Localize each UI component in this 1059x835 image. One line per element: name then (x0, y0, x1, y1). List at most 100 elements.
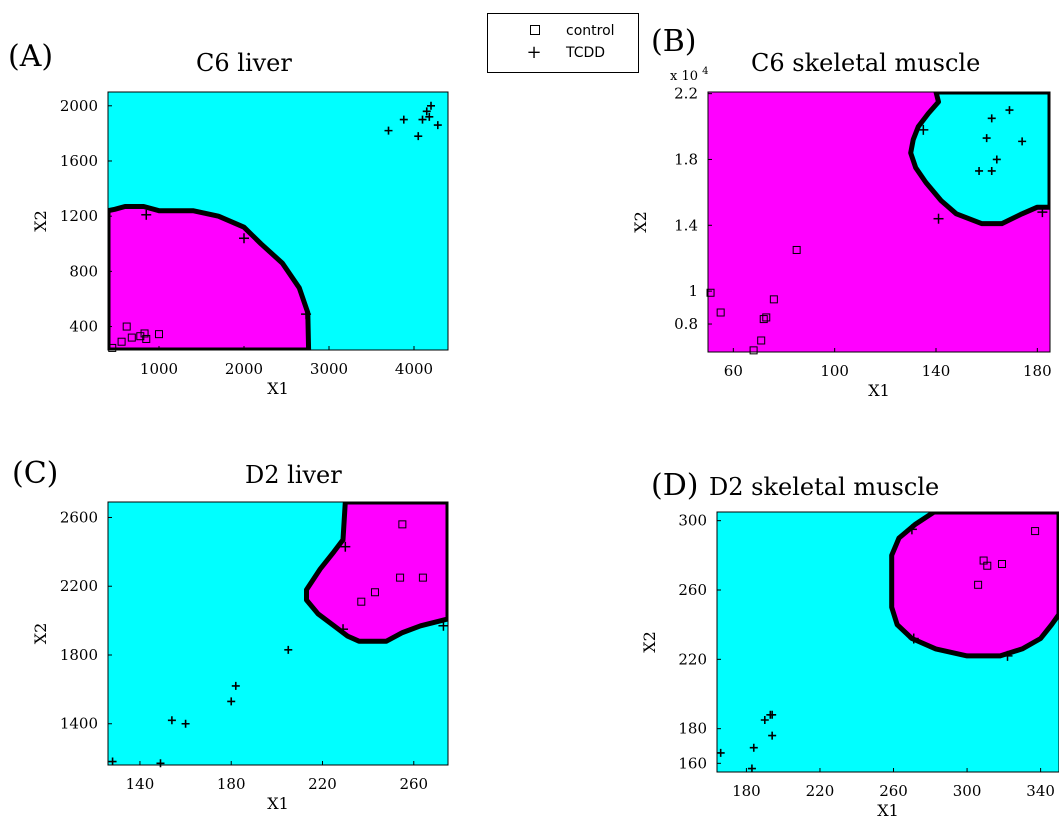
control-point (108, 343, 117, 352)
tcdd-point (418, 115, 427, 124)
x-tick-label: 2000 (225, 360, 263, 378)
control-point (127, 333, 136, 342)
decision-region (908, 92, 1050, 227)
legend-entry-control: control (488, 20, 638, 42)
control-point (1031, 527, 1040, 536)
x-tick-label: 60 (724, 362, 743, 380)
x-axis-label: X1 (868, 381, 890, 400)
y-tick-label: 2600 (60, 508, 98, 526)
tcdd-point (414, 132, 423, 141)
x-tick-label: 100 (820, 362, 849, 380)
tcdd-point (227, 697, 236, 706)
tcdd-point (716, 748, 725, 757)
chart-panel-2: 140 180 220 260 1400 1800 2200 2600 X1 X2 (C) D2 li… (12, 456, 449, 813)
y-tick-label: 220 (678, 650, 707, 668)
tcdd-point (108, 757, 117, 766)
tcdd-point (156, 759, 165, 768)
tcdd-point (433, 121, 442, 130)
tcdd-point (1005, 106, 1014, 115)
x-tick-label: 340 (1026, 782, 1055, 800)
tcdd-point (768, 731, 777, 740)
panel-label: (B) (651, 24, 696, 59)
x-tick-label: 180 (732, 782, 761, 800)
control-point (140, 329, 149, 338)
tcdd-point (231, 681, 240, 690)
x-tick-label: 260 (879, 782, 908, 800)
control-point (706, 288, 715, 297)
decision-region (304, 502, 448, 644)
square-marker-icon (530, 25, 540, 35)
tcdd-point (982, 134, 991, 143)
y-tick-label: 400 (69, 318, 98, 336)
x-axis-label: X1 (267, 379, 289, 398)
y-axis-label: X2 (631, 211, 650, 233)
control-point (136, 332, 145, 341)
tcdd-point (760, 716, 769, 724)
y-tick-label: 1.8 (674, 150, 698, 168)
x-tick-label: 140 (922, 362, 951, 380)
plot-frame (107, 501, 449, 766)
tcdd-point (975, 166, 984, 175)
legend-label-tcdd: TCDD (566, 45, 606, 61)
control-point (155, 330, 163, 339)
tcdd-point (749, 743, 758, 752)
plot-frame (707, 91, 1051, 353)
y-tick-label: 800 (69, 262, 98, 280)
y-exponent-label: x 10 4 (670, 66, 709, 84)
tcdd-point (181, 719, 190, 728)
plot-frame (716, 511, 1059, 773)
x-axis-label: X1 (877, 801, 899, 820)
control-point (117, 337, 126, 346)
y-tick-label: 1800 (60, 646, 98, 664)
x-tick-label: 260 (399, 775, 428, 793)
tcdd-point (747, 764, 756, 773)
chart-title: C6 liver (196, 49, 292, 77)
y-tick-label: 1 (688, 282, 698, 300)
x-tick-label: 140 (126, 775, 155, 793)
y-tick-label: 2200 (60, 577, 98, 595)
control-point (142, 334, 151, 343)
chart-title: D2 liver (245, 461, 342, 489)
tcdd-point (768, 710, 777, 719)
control-point (792, 245, 801, 254)
control-point (769, 295, 778, 304)
legend: control + TCDD (487, 13, 639, 73)
decision-region (108, 204, 312, 350)
x-tick-label: 220 (308, 775, 337, 793)
y-tick-label: 1200 (60, 207, 98, 225)
y-axis-label: X2 (31, 210, 50, 232)
chart-title: D2 skeletal muscle (709, 473, 939, 501)
decision-region (889, 512, 1059, 659)
y-exponent-power: 4 (702, 66, 708, 77)
tcdd-point (167, 716, 176, 725)
control-point (418, 573, 427, 582)
tcdd-point (1018, 137, 1027, 146)
y-tick-label: 1600 (60, 152, 98, 170)
x-tick-label: 220 (806, 782, 835, 800)
y-axis-label: X2 (640, 631, 659, 653)
y-tick-label: 2.2 (674, 85, 698, 103)
chart-panel-3: 180 220 260 300 340 160 180 220 260 300 X1 X2 (D) D2 … (640, 468, 1059, 820)
y-tick-label: 1.4 (674, 216, 698, 234)
control-point (759, 315, 768, 324)
tcdd-point (992, 155, 1001, 164)
tcdd-point (384, 126, 393, 135)
y-tick-label: 0.8 (674, 315, 698, 333)
panel-label: (C) (12, 456, 58, 491)
tcdd-point (399, 115, 408, 124)
control-point (370, 588, 379, 597)
chart-panel-1: 60 100 140 180 0.8 1 1.4 1.8 2.2 X1 X2 x 10 4 (B) C6 … (631, 24, 1052, 400)
tcdd-point (427, 101, 435, 110)
control-point (396, 573, 405, 582)
control-point (398, 520, 407, 529)
tcdd-point (425, 112, 434, 121)
y-tick-label: 1400 (60, 715, 98, 733)
x-tick-label: 180 (217, 775, 246, 793)
legend-label-control: control (566, 23, 615, 39)
control-point (757, 336, 766, 345)
y-tick-label: 260 (678, 581, 707, 599)
tcdd-point (987, 166, 996, 175)
tcdd-point (284, 645, 293, 654)
control-point (762, 313, 771, 322)
